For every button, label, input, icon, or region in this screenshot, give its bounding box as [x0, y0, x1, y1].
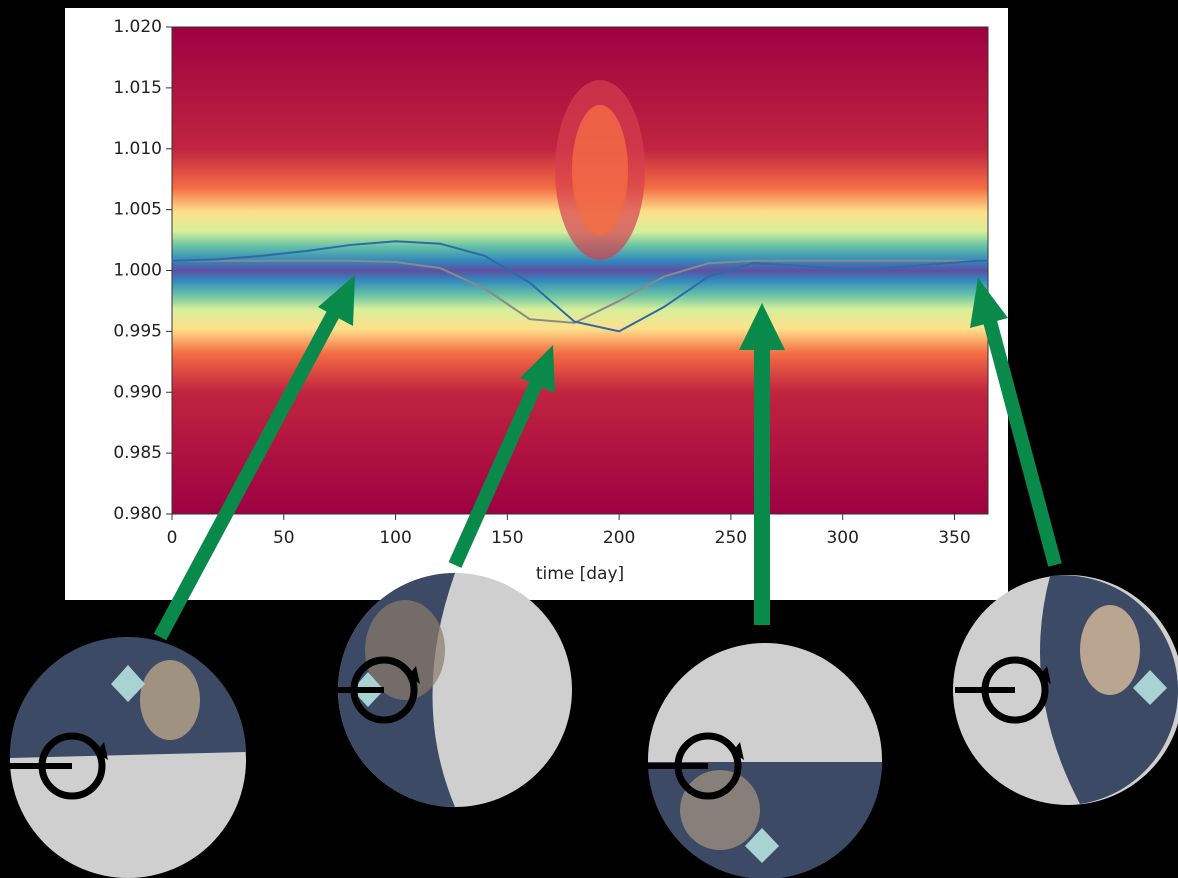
globe — [335, 573, 572, 807]
y-tick-label: 1.015 — [113, 78, 162, 98]
x-tick-label: 350 — [938, 528, 970, 548]
x-tick-label: 300 — [826, 528, 858, 548]
x-tick-label: 200 — [603, 528, 635, 548]
globe — [953, 575, 1178, 805]
y-tick-label: 0.985 — [113, 443, 162, 463]
globe — [9, 637, 247, 878]
y-tick-label: 1.005 — [113, 200, 162, 220]
x-tick-label: 100 — [379, 528, 411, 548]
heatmap-feature — [572, 105, 628, 235]
y-tick-label: 1.000 — [113, 261, 162, 281]
heatmap — [172, 27, 988, 514]
x-tick-label: 50 — [273, 528, 295, 548]
y-tick-label: 0.995 — [113, 321, 162, 341]
y-tick-label: 1.020 — [113, 17, 162, 37]
x-axis-label: time [day] — [536, 564, 624, 584]
x-tick-label: 250 — [715, 528, 747, 548]
y-tick-label: 0.990 — [113, 382, 162, 402]
y-tick-label: 0.980 — [113, 504, 162, 524]
globes — [9, 573, 1178, 878]
arrows — [153, 275, 1062, 641]
data-line — [172, 259, 988, 324]
data-line — [171, 240, 988, 333]
x-tick-label: 150 — [491, 528, 523, 548]
globe — [645, 643, 882, 878]
y-tick-label: 1.010 — [113, 139, 162, 159]
x-tick-label: 0 — [167, 528, 178, 548]
